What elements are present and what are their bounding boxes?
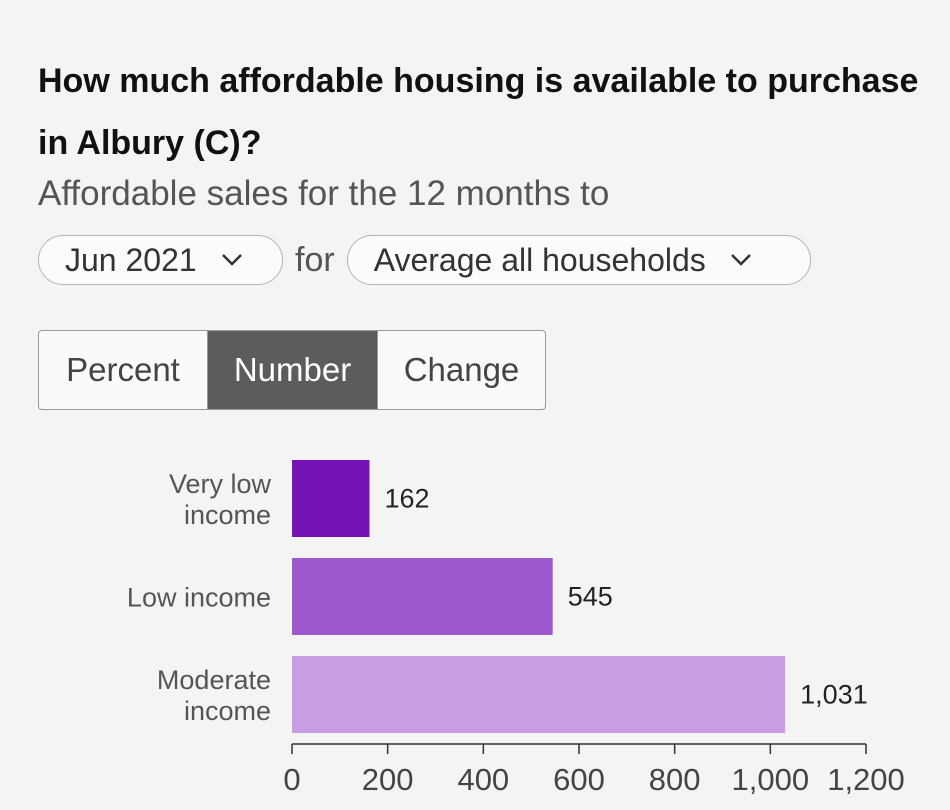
filter-controls: Jun 2021 for Average all households xyxy=(38,234,811,286)
chevron-down-icon xyxy=(730,253,752,267)
page-subtitle: Affordable sales for the 12 months to xyxy=(38,174,610,213)
x-tick-label: 1,200 xyxy=(827,762,905,797)
x-tick-label: 600 xyxy=(553,762,605,797)
x-tick-label: 200 xyxy=(362,762,414,797)
period-select[interactable]: Jun 2021 xyxy=(38,235,283,285)
x-tick-label: 800 xyxy=(649,762,701,797)
toggle-percent-button[interactable]: Percent xyxy=(66,351,180,388)
household-select[interactable]: Average all households xyxy=(346,235,811,285)
category-label: Low income xyxy=(127,583,271,613)
bar-value-label: 162 xyxy=(384,484,429,514)
bar xyxy=(292,656,786,733)
toggle-change-button[interactable]: Change xyxy=(377,331,545,409)
toggle-number-button[interactable]: Number xyxy=(207,331,377,409)
bar xyxy=(292,460,370,537)
bar-value-label: 545 xyxy=(568,582,613,612)
x-tick-label: 400 xyxy=(457,762,509,797)
bar-chart: 162 Very low income 545 Low income 1,031 Moder… xyxy=(127,460,905,797)
category-label: Moderate income xyxy=(157,665,271,726)
bar-value-label: 1,031 xyxy=(800,680,868,710)
x-tick-label: 1,000 xyxy=(732,762,810,797)
category-label: Very low income xyxy=(169,469,272,530)
chevron-down-icon xyxy=(221,253,243,267)
x-tick-label: 0 xyxy=(283,762,300,797)
page-title: How much affordable housing is available… xyxy=(38,62,919,162)
period-select-value: Jun 2021 xyxy=(65,241,197,278)
view-toggle: Percent Number Change xyxy=(38,330,546,410)
household-select-value: Average all households xyxy=(373,241,706,278)
bar xyxy=(292,558,553,635)
for-label: for xyxy=(295,240,335,279)
